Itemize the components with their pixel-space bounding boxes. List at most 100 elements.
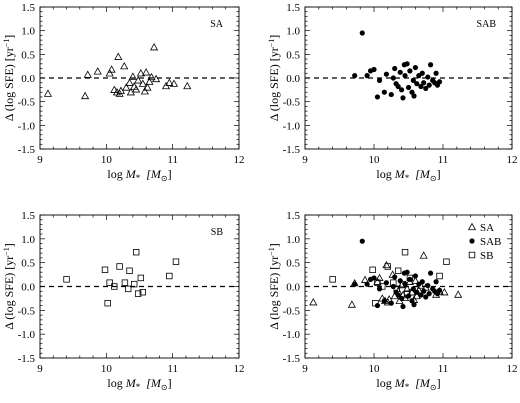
x-axis-label: log M* [M⊙] — [376, 376, 440, 392]
data-point-square — [436, 272, 443, 280]
legend-marker-circle — [469, 238, 475, 244]
y-tick-label: -0.5 — [283, 305, 301, 317]
y-axis-label: Δ (log SFE) [yr−1] — [267, 35, 281, 122]
y-tick-label: 1.0 — [286, 26, 300, 38]
x-tick-label: 11 — [167, 154, 178, 166]
data-point-circle — [405, 293, 412, 299]
data-point — [137, 274, 145, 282]
x-tick-label: 9 — [37, 363, 43, 375]
data-point-square — [390, 279, 397, 286]
data-point — [130, 280, 138, 288]
y-tick-label: 0.5 — [286, 258, 300, 270]
x-tick-label: 9 — [302, 154, 308, 166]
data-point — [101, 266, 109, 274]
data-point — [436, 79, 443, 85]
data-point — [140, 87, 149, 95]
data-point-circle — [402, 281, 408, 287]
data-point-triangle — [382, 260, 391, 269]
x-tick-label: 11 — [167, 363, 178, 375]
data-point — [43, 89, 53, 97]
data-point — [145, 77, 154, 85]
legend-label: SA — [480, 222, 494, 234]
panel-3: 9 10 11 12 -1.5 -1.0 -0.5 0.0 0.5 1.0 1.5 log M* [M⊙… — [2, 210, 245, 392]
data-point — [418, 83, 424, 90]
data-point — [111, 283, 118, 290]
data-point-square — [399, 280, 407, 288]
y-tick-label: 0.5 — [286, 49, 300, 61]
data-point — [397, 69, 403, 75]
data-point — [419, 70, 425, 76]
panel-label: SAB — [477, 19, 497, 30]
data-point — [433, 70, 439, 76]
data-point — [63, 276, 70, 283]
data-point-triangle — [403, 284, 412, 293]
data-point — [132, 248, 140, 256]
data-point — [114, 52, 123, 60]
data-point-triangle — [347, 300, 356, 308]
data-point — [401, 62, 407, 68]
data-point — [169, 79, 179, 87]
data-point-circle — [359, 238, 365, 244]
data-point — [427, 62, 434, 68]
panel-4: 9 10 11 12 -1.5 -1.0 -0.5 0.0 0.5 1.0 1.5 log M* [M⊙… — [267, 210, 518, 392]
data-point — [152, 74, 161, 83]
y-tick-label: -1.0 — [283, 329, 301, 341]
legend-marker-square — [468, 251, 476, 259]
data-point — [425, 74, 431, 80]
panel-label: SB — [211, 227, 224, 238]
data-point-triangle — [375, 273, 384, 282]
data-point-circle — [392, 274, 398, 280]
data-point — [81, 91, 90, 100]
y-tick-label: -1.0 — [18, 120, 36, 132]
legend: SA SAB SB — [467, 222, 501, 262]
data-point — [411, 93, 417, 99]
data-point-square — [401, 248, 409, 256]
data-point-circle — [352, 281, 358, 287]
data-point — [134, 76, 143, 84]
data-point-circle — [425, 282, 431, 289]
data-point-square — [403, 290, 411, 297]
data-point — [116, 263, 123, 270]
data-point — [392, 65, 398, 72]
data-point — [359, 30, 365, 36]
y-tick-label: -0.5 — [283, 97, 301, 109]
x-tick-label: 10 — [101, 363, 113, 375]
data-point — [423, 85, 429, 92]
data-point — [400, 95, 406, 101]
data-point — [139, 289, 147, 296]
data-point-circle — [401, 270, 407, 276]
data-point — [405, 84, 412, 91]
x-tick-label: 12 — [234, 154, 245, 166]
data-point — [150, 43, 159, 51]
data-point — [395, 83, 401, 90]
data-point-circle — [395, 292, 401, 298]
y-tick-label: -0.5 — [18, 97, 36, 109]
data-point-circle — [390, 283, 396, 290]
data-point-circle — [374, 302, 381, 309]
data-point — [83, 70, 92, 78]
data-point — [364, 73, 370, 79]
data-point-triangle — [373, 277, 382, 285]
y-axis-label: Δ (log SFE) [yr−1] — [2, 243, 16, 330]
data-point-circle — [381, 298, 387, 304]
data-point-circle — [409, 298, 415, 304]
data-point — [402, 73, 408, 79]
y-tick-label: 0.0 — [21, 73, 35, 85]
data-point-circle — [421, 288, 427, 294]
legend-marker-triangle — [467, 222, 477, 231]
y-tick-label: 0.5 — [21, 49, 35, 61]
data-point — [120, 61, 129, 70]
data-point — [106, 279, 113, 286]
y-tick-label: -1.5 — [18, 144, 36, 156]
data-point-circle — [371, 275, 377, 281]
data-point — [125, 285, 132, 293]
data-point — [381, 89, 387, 95]
data-point-circle — [433, 279, 439, 285]
data-point — [426, 82, 432, 88]
data-point — [121, 279, 129, 286]
x-axis-label: log M* [M⊙] — [107, 167, 171, 183]
data-point-triangle — [454, 290, 463, 298]
legend-label: SB — [480, 250, 493, 262]
data-point — [183, 81, 192, 90]
y-tick-label: -1.0 — [283, 120, 301, 132]
